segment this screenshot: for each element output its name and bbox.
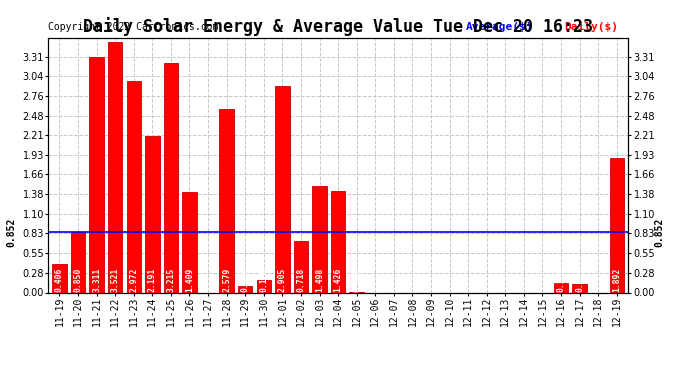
Bar — [145, 136, 159, 292]
Text: 0.114: 0.114 — [575, 268, 584, 292]
Text: 1.498: 1.498 — [315, 268, 324, 292]
Text: Copyright 2022 Cartronics.com: Copyright 2022 Cartronics.com — [48, 22, 219, 32]
Bar — [275, 86, 290, 292]
Text: 0.096: 0.096 — [241, 268, 250, 292]
Bar — [554, 283, 569, 292]
Bar — [52, 264, 67, 292]
Text: 0.129: 0.129 — [557, 268, 566, 292]
Text: 2.191: 2.191 — [148, 268, 157, 292]
Text: 0.718: 0.718 — [297, 268, 306, 292]
Text: 2.579: 2.579 — [222, 268, 231, 292]
Text: 3.521: 3.521 — [110, 268, 119, 292]
Bar — [126, 81, 141, 292]
Text: Daily($): Daily($) — [564, 22, 618, 32]
Text: 0.005: 0.005 — [352, 268, 361, 292]
Text: 1.892: 1.892 — [612, 268, 621, 292]
Bar — [313, 186, 327, 292]
Bar — [164, 63, 178, 292]
Bar — [90, 57, 104, 292]
Text: 0.406: 0.406 — [55, 268, 64, 292]
Text: 3.311: 3.311 — [92, 268, 101, 292]
Bar — [609, 158, 624, 292]
Text: 3.215: 3.215 — [166, 268, 175, 292]
Text: 1.409: 1.409 — [185, 268, 194, 292]
Text: 2.972: 2.972 — [129, 268, 138, 292]
Text: 0.852: 0.852 — [6, 217, 17, 246]
Text: 2.905: 2.905 — [278, 268, 287, 292]
Text: 0.850: 0.850 — [74, 268, 83, 292]
Bar — [573, 284, 586, 292]
Bar — [294, 242, 308, 292]
Bar — [71, 232, 86, 292]
Title: Daily Solar Energy & Average Value Tue Dec 20 16:23: Daily Solar Energy & Average Value Tue D… — [83, 17, 593, 36]
Bar — [238, 286, 253, 292]
Text: 0.179: 0.179 — [259, 268, 268, 292]
Bar — [257, 280, 271, 292]
Text: 0.852: 0.852 — [654, 217, 664, 246]
Bar — [108, 42, 122, 292]
Bar — [182, 192, 197, 292]
Text: 1.426: 1.426 — [333, 268, 343, 292]
Bar — [331, 191, 346, 292]
Text: Average($): Average($) — [466, 22, 533, 32]
Bar — [219, 109, 234, 292]
